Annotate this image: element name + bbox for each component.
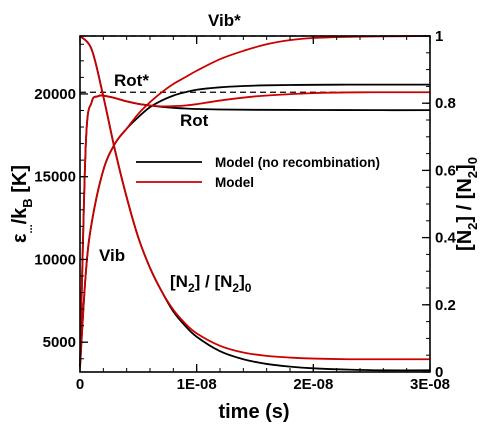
- y-right-tick-label: 0: [435, 364, 443, 381]
- y-axis-title-right: [N2] / [N2]0: [454, 157, 480, 251]
- y-left-tick-label: 15000: [34, 169, 76, 186]
- vib-star-label: Vib*: [208, 11, 241, 30]
- series-rot-no-recombination: [79, 94, 431, 368]
- rot-label: Rot: [180, 111, 209, 130]
- x-axis-title: time (s): [218, 401, 289, 423]
- series-n2-n2-0-model: [79, 35, 430, 361]
- x-tick-label: 1E-08: [177, 376, 217, 393]
- n2-ratio-label: [N2] / [N2]0: [170, 272, 252, 295]
- y-left-tick-label: 20000: [34, 86, 76, 103]
- rot-star-label: Rot*: [114, 71, 149, 90]
- series-vib-no-recombination: [79, 83, 430, 368]
- x-tick-label: 0: [76, 376, 84, 393]
- vib-label: Vib: [99, 246, 125, 265]
- y-left-tick-label: 5000: [43, 334, 76, 351]
- series-rot-model: [79, 91, 431, 368]
- axis-ticks: [79, 35, 431, 373]
- y-right-tick-label: 1: [435, 28, 443, 45]
- x-tick-label: 3E-08: [410, 376, 450, 393]
- series-vib-model: [79, 35, 431, 368]
- x-tick-label: 2E-08: [293, 376, 333, 393]
- y-right-tick-label: 0.4: [435, 230, 457, 247]
- y-axis-title-left: ε.../kB [K]: [9, 165, 35, 243]
- y-right-tick-label: 0.6: [435, 162, 456, 179]
- y-left-tick-label: 10000: [34, 251, 76, 268]
- legend: Model (no recombination) Model: [136, 155, 380, 190]
- legend-label-model: Model: [215, 175, 254, 190]
- legend-label-no-recombination: Model (no recombination): [215, 155, 380, 170]
- axis-labels: 0 1E-08 2E-08 3E-08 5000 10000 15000 20000 0 0.2 0…: [34, 28, 456, 393]
- y-right-tick-label: 0.8: [435, 95, 456, 112]
- y-right-tick-label: 0.2: [435, 297, 456, 314]
